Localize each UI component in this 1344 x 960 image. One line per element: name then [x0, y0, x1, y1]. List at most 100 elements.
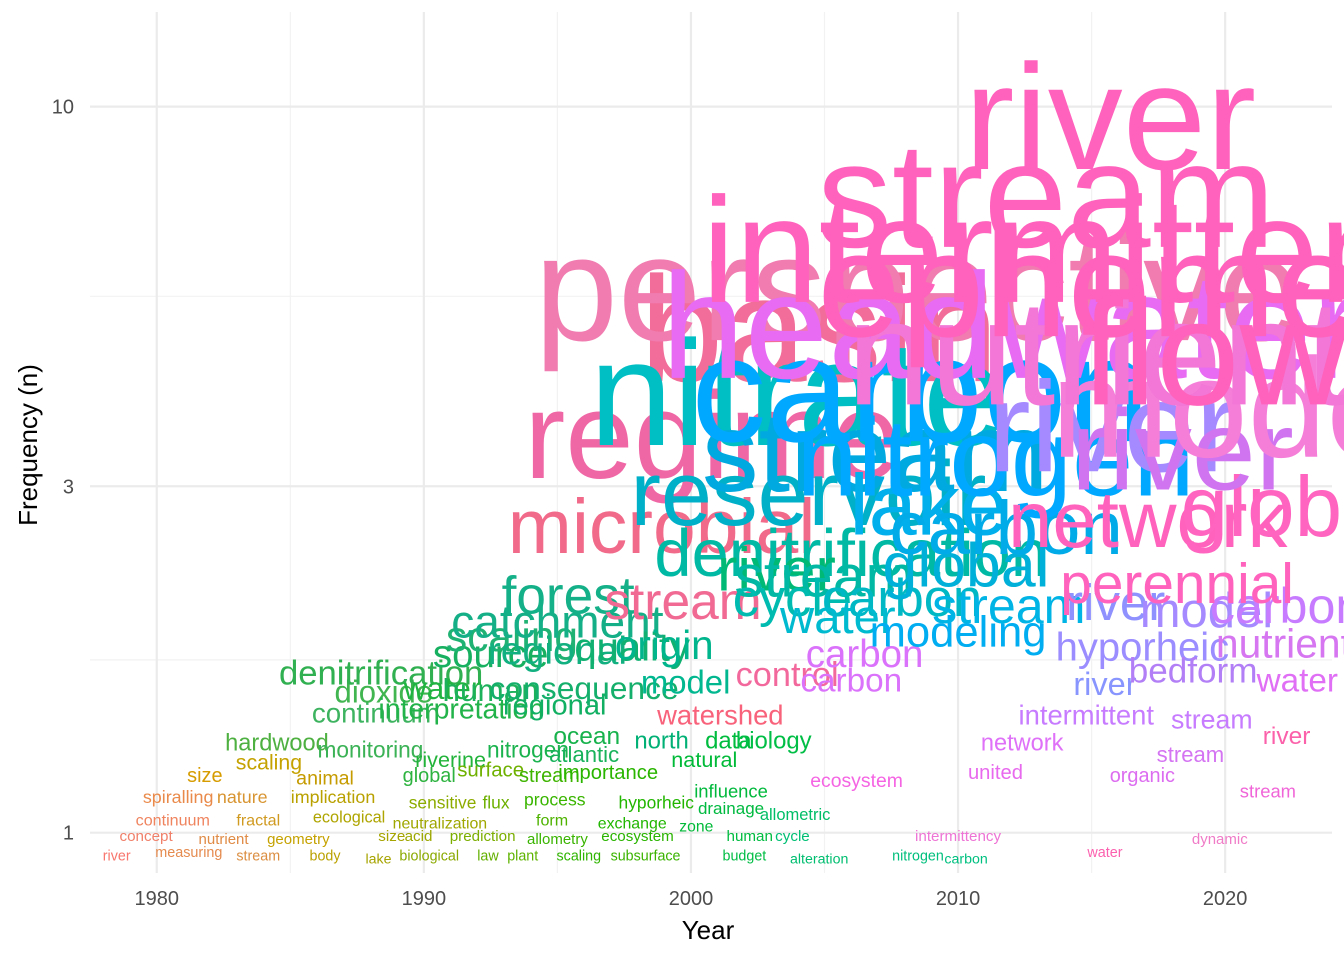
word-mark: stream [702, 389, 1049, 516]
word-mark: biological [399, 848, 459, 864]
word-mark: scaling [236, 750, 302, 774]
word-mark: catchment [451, 595, 663, 647]
word-mark: monitoring [317, 736, 423, 762]
word-mark: carbon [691, 305, 1150, 473]
word-mark: carbon [806, 633, 924, 676]
word-mark: carbon [944, 852, 987, 868]
word-mark: fractal [236, 812, 280, 830]
word-mark: hardwood [225, 731, 329, 757]
word-mark: size [378, 828, 405, 845]
x-tick-label: 2020 [1203, 888, 1248, 910]
word-mark: plant [507, 848, 538, 864]
word-mark: nutrient [199, 831, 250, 848]
word-mark: source [433, 633, 549, 676]
y-tick-label: 3 [63, 476, 74, 498]
word-mark: sensitive [409, 792, 477, 812]
word-mark: biology [736, 727, 812, 754]
word-mark: nitrogen [892, 848, 944, 864]
word-mark: carbon [822, 570, 982, 628]
word-mark: river [103, 848, 131, 864]
word-mark: modeling [870, 608, 1047, 656]
word-mark: dioxide [335, 675, 434, 710]
word-mark: neutralization [393, 816, 488, 833]
word-mark: nutrient [1216, 620, 1344, 666]
word-mark: size [187, 765, 222, 787]
word-mark: intermittency [915, 828, 1001, 845]
word-mark: body [310, 848, 342, 864]
word-mark: nitrogen [487, 736, 569, 762]
word-mark: geometry [267, 831, 330, 848]
word-mark: surface [457, 760, 524, 782]
word-mark: scaling [557, 848, 602, 864]
word-mark: river [1066, 574, 1165, 631]
word-mark: river [717, 535, 836, 603]
word-mark: intermittent [1019, 700, 1155, 731]
word-mark: alteration [790, 852, 848, 868]
word-mark: flow [1081, 268, 1344, 436]
word-mark: ecological [313, 809, 385, 827]
word-mark: basin [640, 245, 999, 413]
word-mark: model [1051, 329, 1344, 487]
word-mark: cycle [733, 570, 852, 628]
word-mark: atlantic [549, 742, 619, 767]
word-mark: drainage [698, 799, 764, 818]
word-mark: stream [1157, 742, 1225, 767]
y-axis-title: Frequency (n) [13, 364, 43, 526]
word-mark: river [1071, 386, 1294, 514]
word-mark: continuum [136, 812, 210, 830]
word-mark: river [1263, 723, 1311, 750]
word-mark: nature [217, 787, 268, 807]
word-mark: denitrification [654, 517, 1048, 591]
word-mark: stream [519, 765, 580, 787]
word-mark: bedform [1129, 652, 1258, 691]
word-mark: implication [291, 787, 376, 807]
word-marks: riverconceptcontinuumspirallingmeasuring… [103, 33, 1344, 868]
x-axis-title: Year [682, 915, 735, 945]
word-mark: united [968, 762, 1023, 784]
word-mark: concept [119, 828, 173, 845]
x-tick-label: 1990 [402, 888, 447, 910]
word-mark: headwater [661, 242, 1344, 410]
word-mark: carbon [889, 486, 1123, 571]
word-mark: stream [236, 848, 280, 864]
word-mark: animal [296, 767, 354, 789]
word-mark: microbial [508, 484, 816, 570]
word-mark: regional [503, 689, 607, 721]
word-mark: nutrient [847, 268, 1344, 436]
word-mark: prediction [450, 828, 516, 845]
x-axis-ticks: 1980 1990 2000 2010 2020 [135, 888, 1248, 910]
y-tick-label: 10 [52, 97, 74, 119]
word-mark: law [477, 848, 499, 864]
word-mark: water [1256, 663, 1338, 700]
word-mark: regional [488, 630, 627, 673]
word-mark: ephemeral [817, 200, 1344, 368]
word-mark: water [1086, 845, 1122, 861]
y-tick-label: 1 [63, 823, 74, 845]
word-mark: carbon [1210, 578, 1344, 634]
word-mark: natural [671, 747, 737, 772]
word-mark: forest [502, 566, 635, 625]
word-mark: intermittent [702, 166, 1344, 334]
word-mark: stream [734, 543, 914, 609]
x-tick-label: 1980 [135, 888, 180, 910]
word-mark: human [442, 672, 538, 708]
word-mark: form [536, 812, 568, 830]
word-mark: stream [817, 111, 1275, 279]
word-mark: river [1073, 666, 1136, 702]
word-mark: river [964, 33, 1256, 201]
word-mark: water [779, 591, 896, 644]
word-mark: stream [1240, 780, 1296, 801]
word-mark: global [883, 531, 1050, 601]
word-mark: zone [679, 819, 713, 836]
word-mark: process [524, 790, 586, 810]
word-mark: perspective [534, 204, 1301, 372]
word-mark: hyporheic [1056, 626, 1229, 670]
word-mark: stream [604, 572, 761, 630]
word-mark: exchange [598, 816, 667, 833]
word-mark: budget [723, 848, 767, 864]
word-mark: measuring [155, 845, 222, 861]
word-mark: influence [694, 780, 768, 801]
word-mark: global [1181, 460, 1344, 555]
word-mark: cycle [775, 828, 810, 845]
word-mark: dynamic [1192, 831, 1248, 848]
